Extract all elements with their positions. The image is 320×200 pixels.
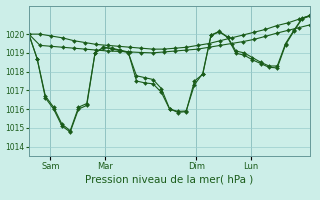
X-axis label: Pression niveau de la mer( hPa ): Pression niveau de la mer( hPa ) — [85, 175, 254, 185]
